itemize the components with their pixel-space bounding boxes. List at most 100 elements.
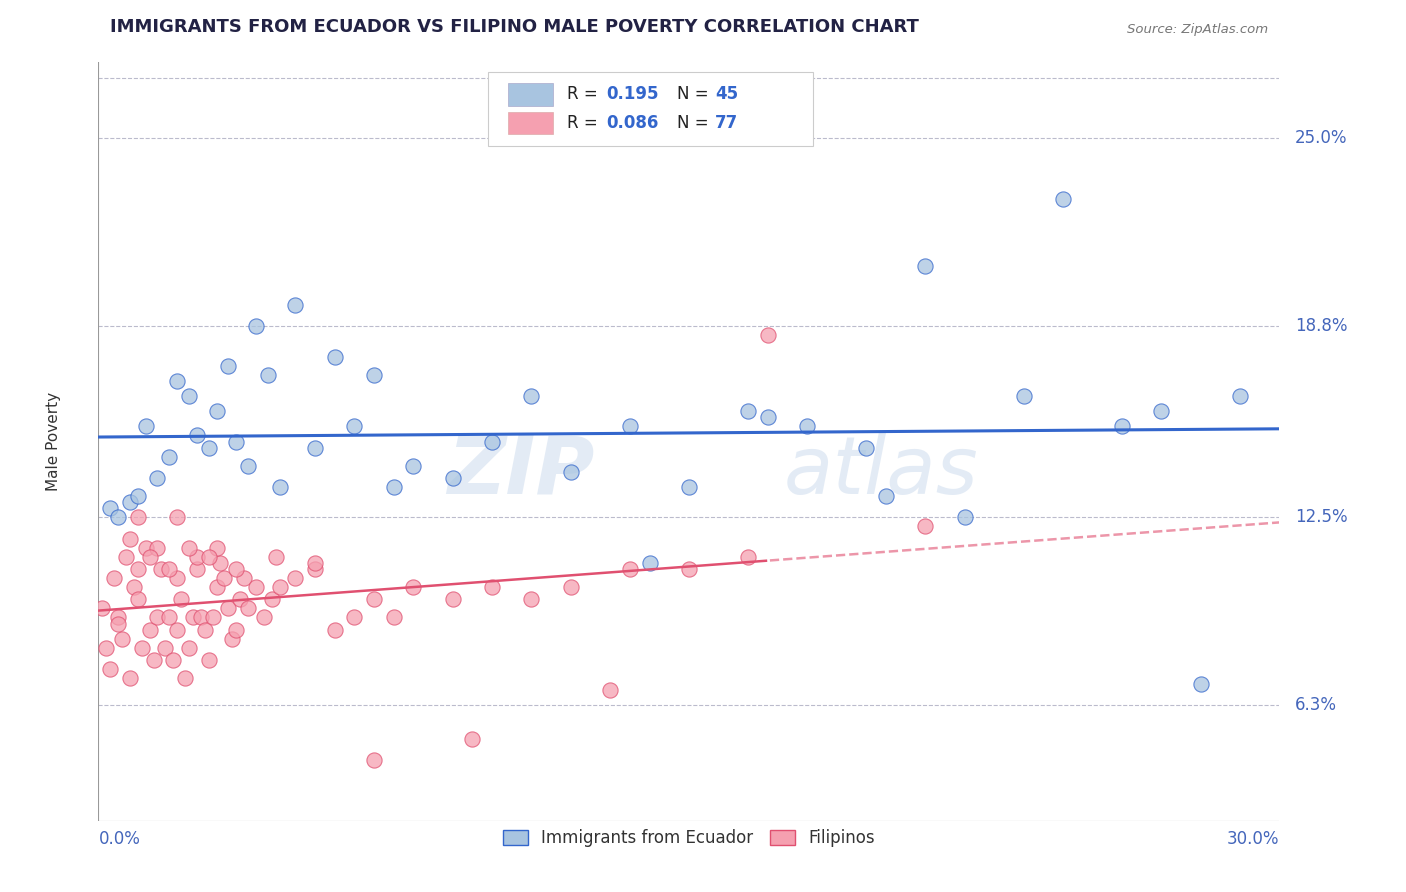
Point (520, 389, 543, 403)
Point (323, 623, 346, 637)
Legend: Immigrants from Ecuador, Filipinos: Immigrants from Ecuador, Filipinos (496, 822, 882, 854)
Point (197, 549, 219, 564)
Point (619, 419, 641, 434)
Point (170, 592, 193, 607)
Point (304, 441, 326, 455)
Point (638, 556, 661, 570)
Point (205, 541, 228, 555)
Point (157, 562, 180, 576)
Point (162, 653, 184, 667)
Point (146, 541, 169, 555)
Text: 0.0%: 0.0% (98, 830, 141, 847)
Point (229, 592, 252, 607)
Point (1150, 404, 1173, 418)
Point (157, 450, 180, 464)
Point (264, 549, 287, 564)
Point (225, 623, 247, 637)
Point (135, 419, 157, 434)
Text: 6.3%: 6.3% (1295, 697, 1337, 714)
Point (177, 541, 200, 555)
Point (233, 571, 256, 585)
Point (236, 458, 259, 473)
Point (855, 441, 877, 455)
Text: 77: 77 (714, 114, 738, 132)
Point (209, 556, 232, 570)
Point (441, 592, 464, 607)
Point (402, 580, 425, 594)
Point (225, 434, 247, 449)
Text: 45: 45 (714, 86, 738, 103)
Point (177, 389, 200, 403)
Point (520, 592, 543, 607)
Point (1189, 677, 1212, 691)
Point (599, 683, 621, 698)
Point (914, 259, 936, 273)
Point (150, 562, 173, 576)
Text: IMMIGRANTS FROM ECUADOR VS FILIPINO MALE POVERTY CORRELATION CHART: IMMIGRANTS FROM ECUADOR VS FILIPINO MALE… (110, 18, 920, 36)
Point (461, 731, 484, 746)
Point (914, 519, 936, 533)
Point (127, 489, 149, 503)
Text: N =: N = (678, 114, 714, 132)
Point (756, 328, 779, 343)
Point (236, 601, 259, 615)
Point (166, 510, 188, 524)
Text: 0.195: 0.195 (606, 86, 659, 103)
Point (131, 640, 153, 655)
Point (118, 671, 141, 685)
Point (157, 610, 180, 624)
Point (875, 489, 897, 503)
Point (382, 480, 405, 494)
Point (146, 471, 169, 485)
Text: ZIP: ZIP (447, 433, 595, 511)
Text: Male Poverty: Male Poverty (46, 392, 60, 491)
Point (269, 580, 291, 594)
Point (245, 580, 267, 594)
Point (1012, 389, 1035, 403)
Point (103, 571, 125, 585)
Text: 18.8%: 18.8% (1295, 318, 1348, 335)
Point (363, 753, 385, 767)
Point (91, 601, 114, 615)
Point (953, 510, 976, 524)
Point (115, 549, 138, 564)
Point (304, 556, 326, 570)
Text: 12.5%: 12.5% (1295, 508, 1348, 526)
Point (201, 610, 224, 624)
Point (304, 562, 326, 576)
Point (127, 592, 149, 607)
Point (441, 471, 464, 485)
Text: atlas: atlas (783, 433, 979, 511)
Point (284, 571, 307, 585)
Point (205, 404, 228, 418)
Text: Source: ZipAtlas.com: Source: ZipAtlas.com (1126, 23, 1268, 36)
Point (796, 419, 818, 434)
Point (560, 580, 582, 594)
Point (205, 580, 228, 594)
Text: 30.0%: 30.0% (1227, 830, 1279, 847)
FancyBboxPatch shape (508, 83, 553, 105)
Point (166, 623, 188, 637)
Point (363, 368, 385, 382)
Point (166, 374, 188, 388)
Point (481, 580, 503, 594)
Point (678, 562, 700, 576)
Point (98, 662, 121, 676)
Point (481, 434, 503, 449)
Point (127, 562, 149, 576)
Point (363, 592, 385, 607)
Point (323, 350, 346, 364)
Point (256, 368, 278, 382)
Point (96, 640, 118, 655)
Text: 25.0%: 25.0% (1295, 129, 1348, 147)
Point (118, 495, 141, 509)
Point (737, 404, 759, 418)
Point (186, 562, 208, 576)
Point (142, 653, 165, 667)
Point (138, 623, 160, 637)
Point (197, 653, 219, 667)
Point (1229, 389, 1251, 403)
Point (186, 549, 208, 564)
Point (111, 632, 134, 646)
Point (122, 580, 145, 594)
